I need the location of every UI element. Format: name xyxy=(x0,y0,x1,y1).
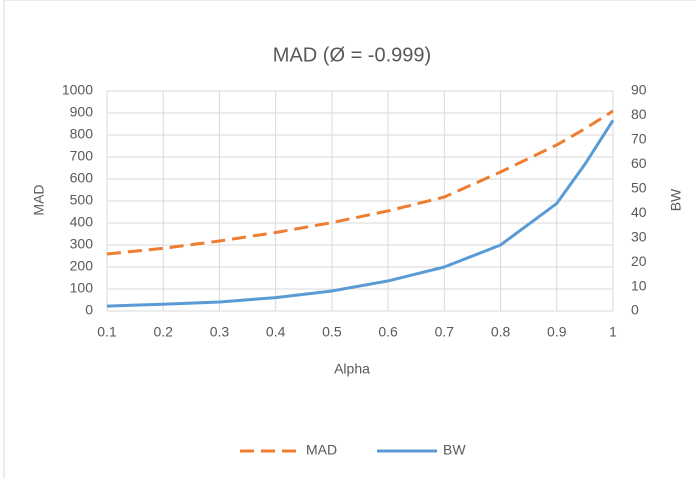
y-tick-label: 0 xyxy=(85,302,93,318)
y-tick-label: 200 xyxy=(70,258,94,274)
y-tick-label: 700 xyxy=(70,148,94,164)
y-tick-label: 400 xyxy=(70,214,94,230)
y2-tick-label: 60 xyxy=(631,155,647,171)
legend-label: MAD xyxy=(306,442,337,458)
x-tick-label: 0.9 xyxy=(547,324,567,340)
x-tick-label: 0.5 xyxy=(322,324,342,340)
line-series xyxy=(106,109,614,256)
x-tick-label: 0.7 xyxy=(435,324,455,340)
y-tick-label: 300 xyxy=(70,236,94,252)
y2-tick-label: 30 xyxy=(631,228,647,244)
x-tick-label: 0.4 xyxy=(266,324,286,340)
chart-title: MAD (Ø = -0.999) xyxy=(273,44,431,66)
x-tick-label: 1 xyxy=(609,324,617,340)
chart-frame xyxy=(3,0,696,479)
y-tick-label: 600 xyxy=(70,170,94,186)
legend-label: BW xyxy=(443,442,466,458)
y2-tick-label: 0 xyxy=(631,302,639,318)
y-tick-label: 500 xyxy=(70,192,94,208)
y-tick-label: 900 xyxy=(70,104,94,120)
y-tick-label: 1000 xyxy=(62,82,93,98)
y-tick-label: 800 xyxy=(70,126,94,142)
x-tick-label: 0.8 xyxy=(491,324,511,340)
y-tick-label: 100 xyxy=(70,280,94,296)
y2-tick-label: 40 xyxy=(631,204,647,220)
y2-axis-label: BW xyxy=(668,188,684,211)
x-tick-label: 0.6 xyxy=(378,324,398,340)
x-tick-label: 0.3 xyxy=(210,324,230,340)
line-series xyxy=(106,119,615,308)
y2-tick-label: 50 xyxy=(631,179,647,195)
y2-tick-label: 10 xyxy=(631,277,647,293)
y2-tick-label: 70 xyxy=(631,131,647,147)
x-tick-label: 0.1 xyxy=(97,324,117,340)
x-tick-label: 0.2 xyxy=(153,324,173,340)
y2-tick-label: 20 xyxy=(631,253,647,269)
y2-tick-label: 80 xyxy=(631,106,647,122)
y2-tick-label: 90 xyxy=(631,82,647,98)
y-axis-label: MAD xyxy=(31,184,47,215)
x-axis-label: Alpha xyxy=(334,361,370,377)
